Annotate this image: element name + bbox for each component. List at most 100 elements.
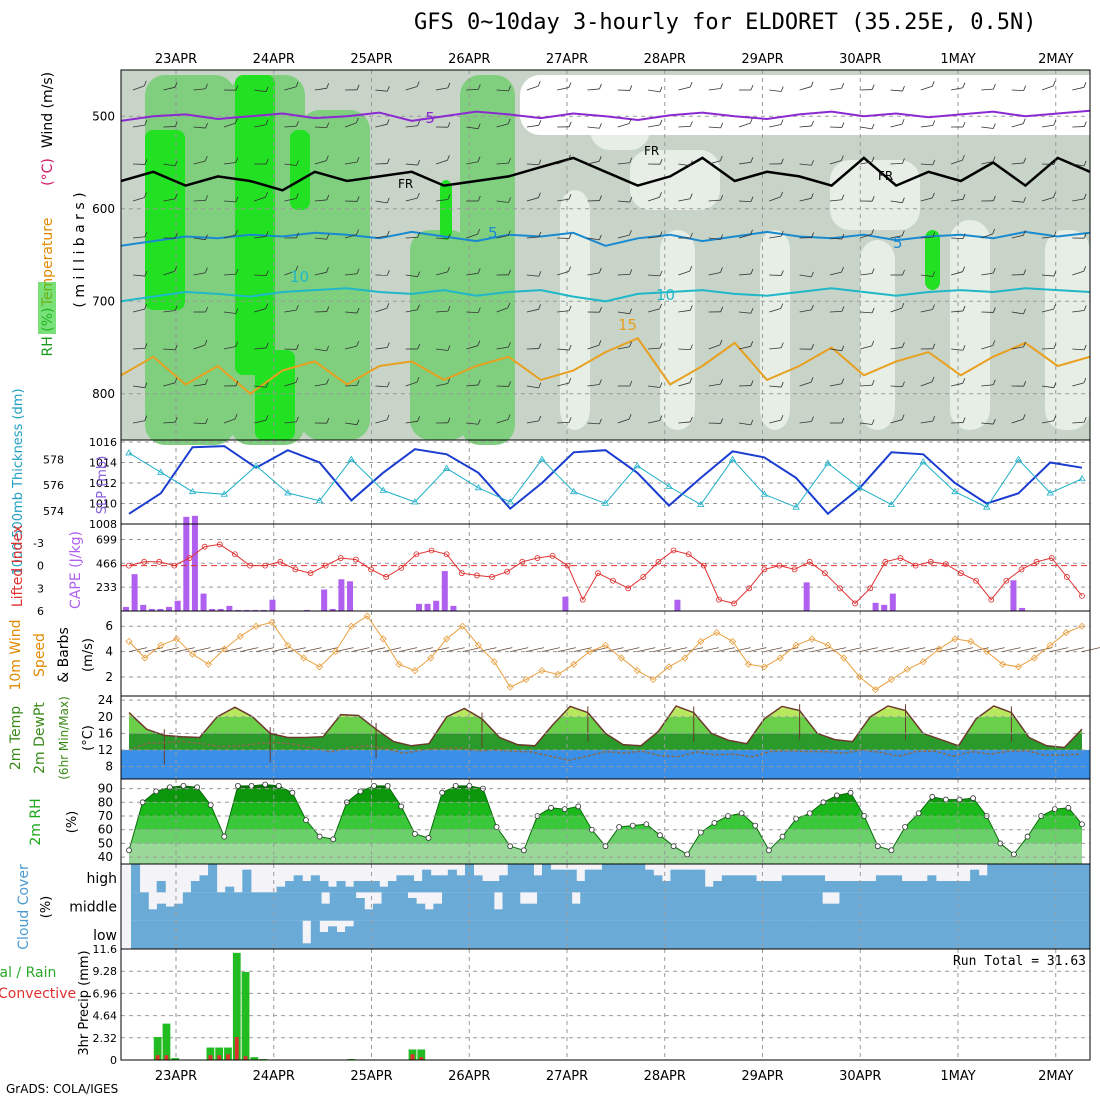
wind-barb xyxy=(223,418,236,424)
wind-barb-flag xyxy=(992,267,996,274)
wind-barb xyxy=(193,88,206,91)
wind-barb xyxy=(1041,347,1055,350)
cloud-bar-high xyxy=(327,886,337,893)
wind-barb xyxy=(890,419,903,424)
cloud-bar-low xyxy=(439,920,449,949)
temp-ylabel-part: 2m Temp xyxy=(8,706,24,770)
wind-speed-point xyxy=(1062,629,1070,637)
li-tick-label: 3 xyxy=(37,582,44,595)
pressure-tick-label: 600 xyxy=(92,202,115,216)
wind-barb-flag xyxy=(689,160,693,166)
wind-barb xyxy=(829,87,842,91)
wind-barb-flag xyxy=(568,82,572,88)
wind-speed-point xyxy=(1030,654,1038,662)
rh-point xyxy=(452,782,459,789)
li-point xyxy=(262,562,269,569)
wind-barb xyxy=(163,270,175,276)
cloud-bar-middle xyxy=(182,892,192,921)
wind-barb xyxy=(890,162,903,165)
wind-barb-flag xyxy=(1053,231,1057,237)
thickness-tick-label: 576 xyxy=(43,479,64,492)
wind-barb-flag xyxy=(568,154,571,161)
wind-barb xyxy=(981,233,993,239)
wind-barb xyxy=(284,125,297,128)
precip-total-bar xyxy=(153,1037,162,1060)
wind-barb xyxy=(405,236,418,239)
cape-bar xyxy=(260,609,267,611)
cape-bar xyxy=(123,606,129,611)
cloud-bar-middle xyxy=(234,892,244,921)
wind-barb-flag xyxy=(205,122,208,129)
cloud-bar-low xyxy=(319,932,329,949)
wind-barb-flag xyxy=(326,267,329,273)
wind-speed-point xyxy=(951,635,959,643)
wind-speed-point xyxy=(760,663,768,671)
cloud-bar-low xyxy=(302,943,312,949)
bottom-date-label: 1MAY xyxy=(940,1069,975,1084)
cloud-bar-high xyxy=(285,881,295,893)
wind-barb xyxy=(1041,308,1054,313)
wind-barb xyxy=(284,382,297,387)
wind-barb-flag xyxy=(932,415,936,422)
cape-bar xyxy=(347,581,354,611)
wind-barb-flag xyxy=(1022,118,1026,124)
surface-wind-barb xyxy=(938,647,958,652)
cloud-bar-low xyxy=(764,920,774,949)
wind-barb-flag xyxy=(689,265,693,272)
cloud-bar-high xyxy=(225,886,235,893)
wind-barb-flag xyxy=(234,413,238,420)
top-date-label: 23APR xyxy=(155,52,197,67)
li-point xyxy=(1033,558,1040,565)
wind-barb-flag xyxy=(568,417,572,423)
wind-ylabel-part: Speed xyxy=(32,633,48,677)
wind-barb-flag xyxy=(326,234,330,240)
cloud-bar-middle xyxy=(658,892,668,921)
wind-barb-flag xyxy=(1083,193,1087,200)
cloud-bar-high xyxy=(276,886,286,893)
cloud-bar-middle xyxy=(623,892,633,921)
rh-point xyxy=(942,796,949,803)
cloud-bar-high xyxy=(507,864,517,893)
wind-barb xyxy=(1011,200,1024,203)
wind-speed-point xyxy=(474,641,482,649)
wind-barb xyxy=(314,160,327,165)
cloud-bar-middle xyxy=(243,892,253,921)
rh-point xyxy=(235,782,241,789)
cloud-bar-middle xyxy=(822,903,832,921)
cloud-bar-high xyxy=(687,869,697,893)
bottom-date-label: 29APR xyxy=(741,1069,783,1084)
wind-barb xyxy=(223,346,236,350)
wind-barb xyxy=(345,345,357,350)
rh-point xyxy=(425,835,432,841)
li-ylabel: Lifted Index xyxy=(10,525,26,607)
cloud-layer-label: high xyxy=(86,871,117,887)
thickness-point xyxy=(951,487,959,495)
wind-barb xyxy=(163,421,176,424)
wind-barb xyxy=(435,237,448,240)
cloud-bar-high xyxy=(833,881,843,893)
cloud-bar-middle xyxy=(632,892,642,921)
cloud-bar-high xyxy=(379,886,389,893)
precip-tick-label: 11.6 xyxy=(93,943,118,956)
wind-barb-flag xyxy=(538,192,541,198)
cape-bar xyxy=(562,596,569,611)
thickness-point xyxy=(855,484,864,491)
cloud-bar-low xyxy=(516,920,526,949)
cloud-bar-high xyxy=(730,875,740,893)
cloud-bar-middle xyxy=(519,903,529,921)
cape-tick-label: 233 xyxy=(96,581,117,594)
wind-barb xyxy=(678,309,691,313)
wind-barb xyxy=(193,237,206,241)
top-date-label: 26APR xyxy=(448,52,490,67)
cloud-bar-low xyxy=(182,920,192,949)
cloud-bar-high xyxy=(738,875,748,893)
thickness-point xyxy=(220,490,229,497)
cape-bar xyxy=(338,579,345,611)
cloud-bar-low xyxy=(148,920,158,949)
precip-total-bar xyxy=(224,1047,232,1060)
wind-barb xyxy=(254,196,266,202)
wind-barb xyxy=(557,87,570,91)
wind-barb xyxy=(466,345,478,350)
cloud-bar-low xyxy=(644,920,654,949)
li-point xyxy=(489,574,495,580)
